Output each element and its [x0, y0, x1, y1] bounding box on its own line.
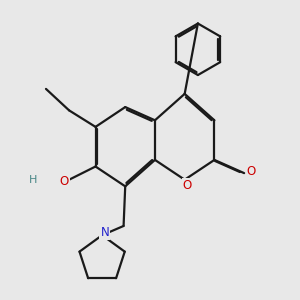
Text: H: H — [29, 175, 38, 185]
Text: N: N — [100, 226, 109, 239]
Text: O: O — [247, 165, 256, 178]
Text: O: O — [59, 175, 69, 188]
Text: O: O — [183, 179, 192, 192]
